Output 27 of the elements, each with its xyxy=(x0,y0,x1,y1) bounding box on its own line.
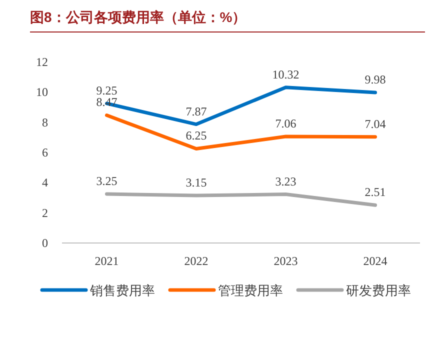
data-label: 6.25 xyxy=(186,128,207,143)
legend-label: 研发费用率 xyxy=(346,283,411,298)
data-label: 7.87 xyxy=(186,104,207,118)
x-tick-label: 2024 xyxy=(363,254,388,268)
data-label: 10.32 xyxy=(272,67,300,82)
data-label: 8.47 xyxy=(96,95,118,110)
data-label: 3.23 xyxy=(275,174,296,188)
data-label: 2.51 xyxy=(364,185,386,200)
y-tick-label: 2 xyxy=(42,206,48,220)
y-tick-label: 4 xyxy=(42,176,48,190)
data-label: 3.15 xyxy=(186,175,207,190)
x-tick-label: 2021 xyxy=(94,254,119,268)
legend-label: 管理费用率 xyxy=(218,283,283,298)
x-tick-label: 2022 xyxy=(184,254,208,268)
y-tick-label: 6 xyxy=(42,146,48,160)
data-label: 3.25 xyxy=(96,174,118,188)
y-tick-label: 12 xyxy=(36,55,48,69)
y-tick-label: 0 xyxy=(42,236,48,250)
data-label: 9.25 xyxy=(96,83,118,98)
x-tick-label: 2023 xyxy=(274,254,298,268)
data-label: 9.98 xyxy=(364,72,386,86)
legend-label: 销售费用率 xyxy=(89,283,155,298)
y-tick-label: 10 xyxy=(36,85,48,100)
data-label: 7.06 xyxy=(275,116,296,131)
y-tick-label: 8 xyxy=(42,115,48,130)
chart-title: 图8：公司各项费用率（单位：%） xyxy=(30,9,246,25)
data-label: 7.04 xyxy=(364,116,386,131)
